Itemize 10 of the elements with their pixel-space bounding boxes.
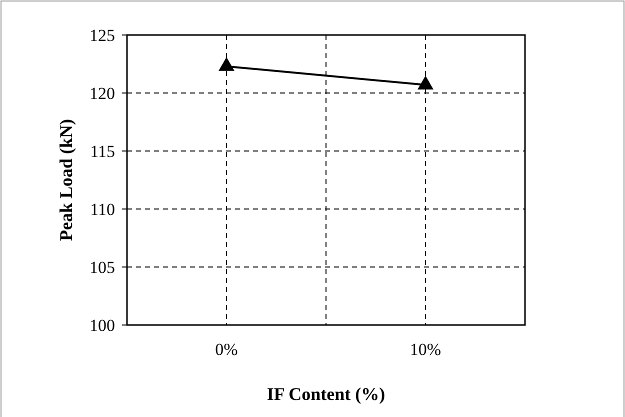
x-tick-label: 0% (215, 340, 238, 359)
y-tick-label: 115 (90, 142, 115, 161)
y-tick-label: 120 (90, 84, 115, 103)
y-tick-label: 125 (90, 26, 115, 45)
y-tick-label: 105 (90, 258, 115, 277)
x-tick-label: 10% (410, 340, 442, 359)
y-axis-title: Peak Load (kN) (56, 118, 76, 242)
y-tick-label: 110 (90, 200, 115, 219)
y-tick-label: 100 (90, 316, 115, 335)
x-axis-title: IF Content (%) (266, 384, 386, 404)
